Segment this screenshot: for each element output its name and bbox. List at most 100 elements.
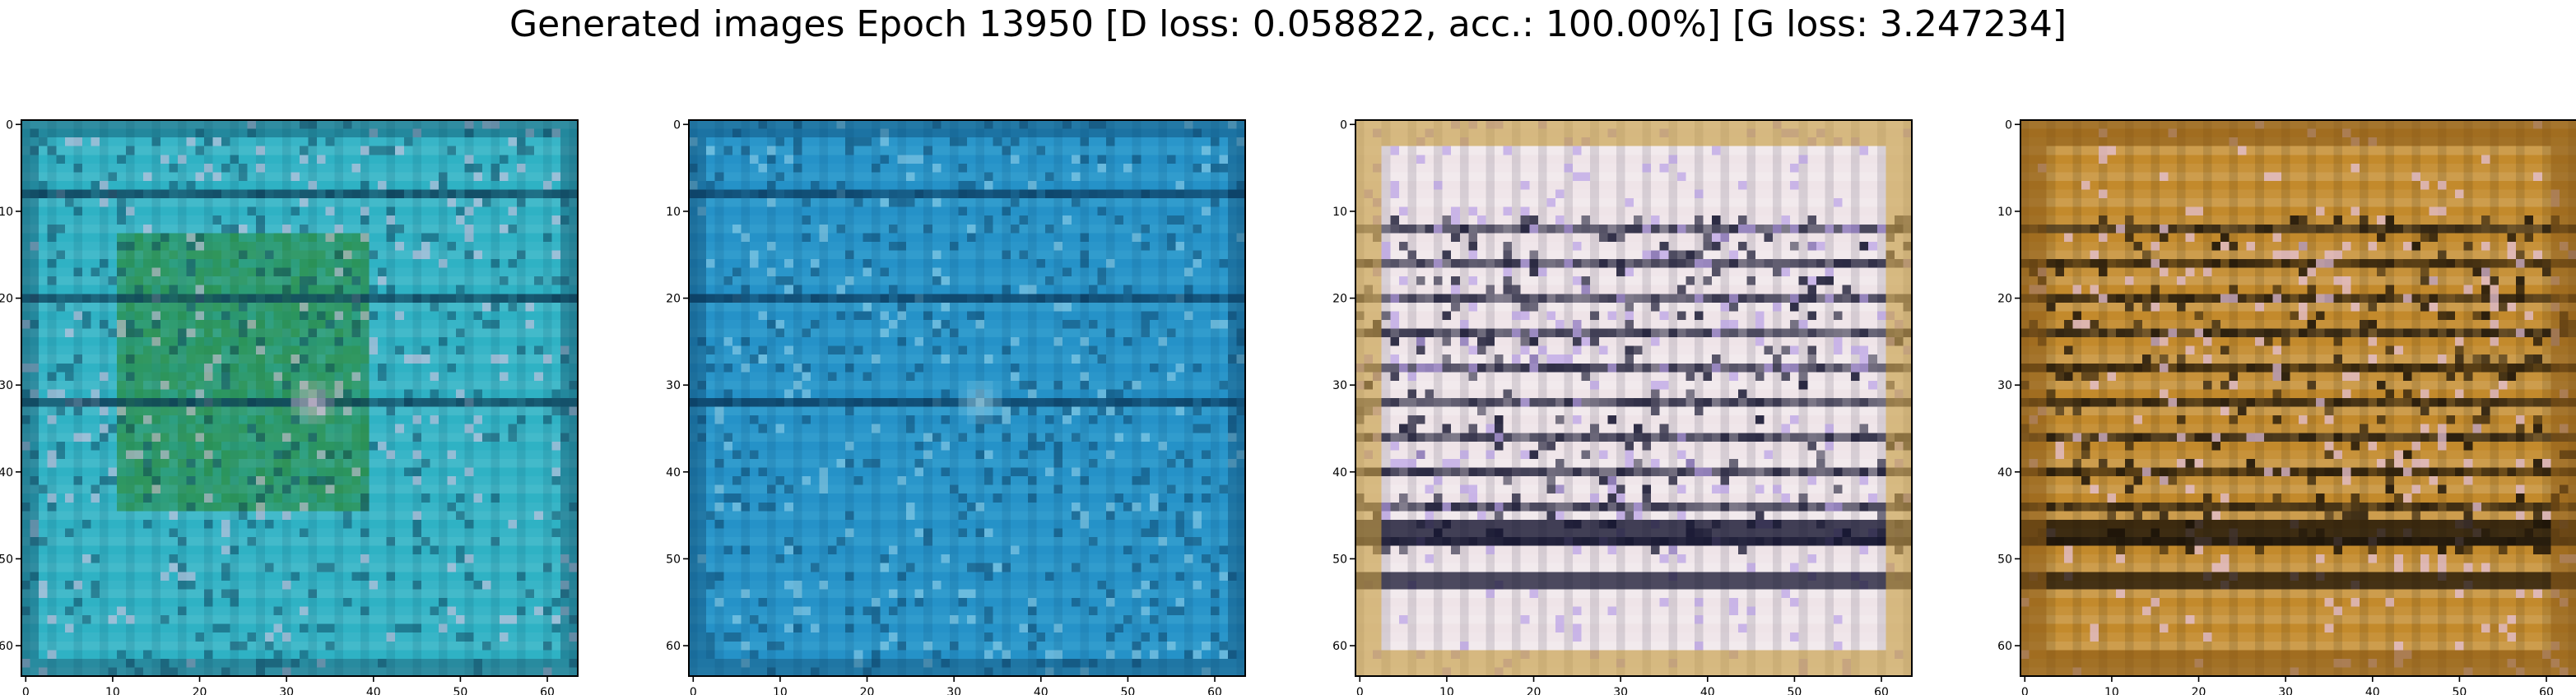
x-tick: 50: [2452, 676, 2467, 695]
x-tick-label: 10: [105, 686, 120, 695]
y-tick: 30: [666, 379, 689, 392]
y-tick: 10: [666, 206, 689, 219]
x-tick-label: 0: [690, 686, 697, 695]
y-tick-label: 60: [666, 640, 681, 653]
y-tick-label: 20: [666, 293, 681, 306]
y-tick-label: 0: [673, 118, 681, 132]
x-tick-label: 30: [1613, 686, 1628, 695]
y-tick: 10: [1997, 206, 2020, 219]
y-tick: 60: [666, 640, 689, 653]
x-tick: 60: [1207, 676, 1222, 695]
x-tick: 40: [1700, 676, 1715, 695]
y-tick: 10: [1332, 206, 1355, 219]
y-tick-label: 0: [1340, 118, 1347, 132]
x-tick-label: 40: [2365, 686, 2380, 695]
y-tick-label: 0: [2005, 118, 2012, 132]
y-tick-label: 30: [1332, 379, 1347, 392]
y-tick-label: 40: [1332, 466, 1347, 480]
x-tick: 30: [1613, 676, 1628, 695]
y-tick: 60: [1332, 640, 1355, 653]
y-tick: 50: [1332, 553, 1355, 566]
y-tick: 50: [1997, 553, 2020, 566]
x-tick: 50: [1787, 676, 1802, 695]
x-tick-label: 0: [2021, 686, 2029, 695]
y-tick-label: 10: [0, 206, 13, 219]
y-tick-label: 30: [1997, 379, 2012, 392]
y-tick: 50: [666, 553, 689, 566]
y-tick: 60: [0, 640, 21, 653]
y-tick: 30: [1997, 379, 2020, 392]
x-tick: 60: [1874, 676, 1889, 695]
x-tick-label: 10: [1439, 686, 1454, 695]
y-tick-label: 50: [1332, 553, 1347, 566]
x-tick: 40: [1034, 676, 1049, 695]
generated-image-4: [2020, 120, 2576, 676]
x-tick: 10: [1439, 676, 1454, 695]
x-tick-label: 20: [1527, 686, 1541, 695]
x-tick: 50: [1120, 676, 1135, 695]
y-tick-label: 0: [6, 118, 13, 132]
x-tick: 0: [1356, 676, 1364, 695]
x-tick: 20: [1527, 676, 1541, 695]
y-tick-label: 20: [0, 293, 13, 306]
y-tick: 0: [1340, 118, 1355, 132]
generated-image-3: [1355, 120, 1912, 676]
x-tick-label: 50: [2452, 686, 2467, 695]
generated-image-2: [689, 120, 1245, 676]
y-tick-label: 40: [666, 466, 681, 480]
x-tick-label: 40: [1034, 686, 1049, 695]
x-tick-label: 60: [1874, 686, 1889, 695]
x-tick: 20: [2192, 676, 2206, 695]
x-tick-label: 60: [540, 686, 555, 695]
y-tick-label: 20: [1332, 293, 1347, 306]
y-tick: 40: [666, 466, 689, 480]
axes-panel-3: 0 10 20 30 40 50 60 0 10 20 30 40 50 60: [1332, 118, 1913, 695]
x-tick: 20: [860, 676, 874, 695]
x-tick-label: 10: [773, 686, 788, 695]
y-tick: 0: [673, 118, 689, 132]
axes-panel-2: 0 10 20 30 40 50 60 0 10 20 30 40 50 60: [666, 118, 1246, 695]
x-tick-label: 20: [193, 686, 207, 695]
y-tick: 0: [2005, 118, 2020, 132]
x-tick: 10: [2104, 676, 2119, 695]
x-tick-label: 50: [1120, 686, 1135, 695]
x-tick-label: 30: [2278, 686, 2293, 695]
x-tick-label: 0: [1356, 686, 1364, 695]
x-tick: 30: [946, 676, 961, 695]
y-tick-label: 20: [1997, 293, 2012, 306]
y-tick-label: 40: [1997, 466, 2012, 480]
y-tick: 60: [1997, 640, 2020, 653]
x-tick-label: 30: [946, 686, 961, 695]
y-tick: 20: [0, 293, 21, 306]
y-tick-label: 60: [1332, 640, 1347, 653]
x-tick: 10: [773, 676, 788, 695]
y-tick-label: 60: [1997, 640, 2012, 653]
y-tick-label: 50: [666, 553, 681, 566]
y-tick-label: 10: [1332, 206, 1347, 219]
axes-panel-1: 0 10 20 30 40 50 60 0 10 20 30 40 50 60: [0, 118, 579, 695]
x-tick: 10: [105, 676, 120, 695]
x-tick: 30: [2278, 676, 2293, 695]
x-tick: 0: [690, 676, 697, 695]
y-tick-label: 30: [0, 379, 13, 392]
y-tick: 50: [0, 553, 21, 566]
y-tick-label: 40: [0, 466, 13, 480]
y-tick: 40: [0, 466, 21, 480]
x-tick-label: 60: [1207, 686, 1222, 695]
x-tick-label: 20: [2192, 686, 2206, 695]
x-tick-label: 10: [2104, 686, 2119, 695]
y-tick-label: 10: [1997, 206, 2012, 219]
x-tick-label: 40: [1700, 686, 1715, 695]
x-tick-label: 50: [1787, 686, 1802, 695]
y-tick-label: 50: [0, 553, 13, 566]
y-tick-label: 10: [666, 206, 681, 219]
x-tick: 0: [2021, 676, 2029, 695]
axes-frame: [21, 119, 579, 677]
y-tick: 20: [1997, 293, 2020, 306]
x-tick: 40: [366, 676, 381, 695]
x-tick: 0: [22, 676, 30, 695]
y-tick: 20: [666, 293, 689, 306]
axes-panel-4: 0 10 20 30 40 50 60 0 10 20 30 40 50 60: [1997, 118, 2576, 695]
y-tick: 20: [1332, 293, 1355, 306]
